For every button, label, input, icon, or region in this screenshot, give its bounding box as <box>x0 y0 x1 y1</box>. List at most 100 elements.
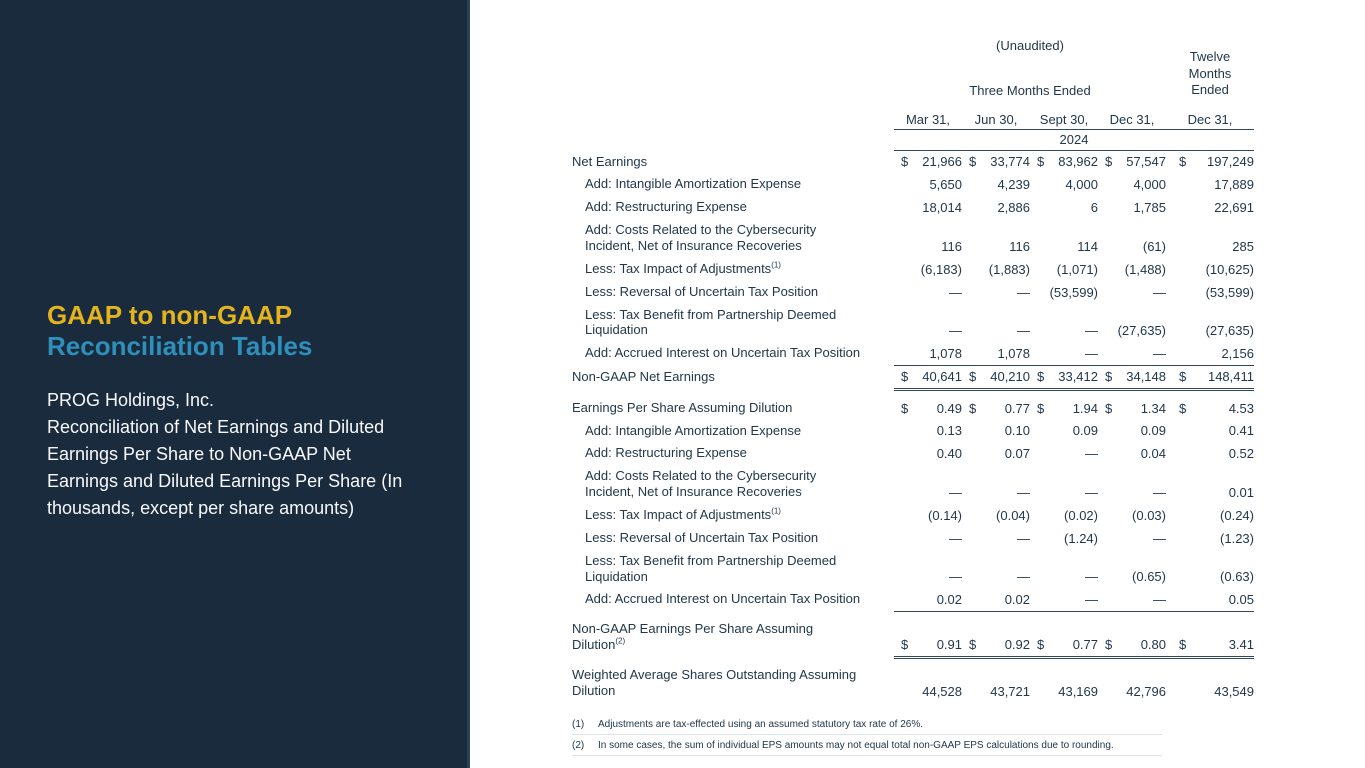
dollar-sign: $ <box>901 400 909 416</box>
header-spacer <box>572 130 894 151</box>
value-cell: — <box>962 281 1030 304</box>
slide-title-line2: Reconciliation Tables <box>47 330 313 361</box>
value-cell: 0.02 <box>962 588 1030 612</box>
value-cell: $4.53 <box>1166 389 1254 420</box>
cell-value: 0.77 <box>1004 400 1030 416</box>
dollar-sign: $ <box>1179 154 1187 170</box>
cell-value: — <box>1085 446 1098 462</box>
cell-value: (6,183) <box>920 261 962 277</box>
cell-value: 1,785 <box>1133 200 1166 216</box>
dollar-sign: $ <box>901 636 909 652</box>
cell-value: 43,169 <box>1058 683 1098 699</box>
dollar-sign: $ <box>969 154 977 170</box>
cell-value: 57,547 <box>1126 154 1166 170</box>
cell-value: — <box>1017 284 1030 300</box>
cell-value: (0.65) <box>1132 569 1166 585</box>
value-cell: $0.77 <box>1030 611 1098 659</box>
value-cell: 116 <box>894 219 962 258</box>
dollar-sign: $ <box>1105 368 1113 384</box>
value-cell: — <box>1030 442 1098 465</box>
cell-value: (1,071) <box>1056 261 1098 277</box>
value-cell: (0.65) <box>1098 550 1166 589</box>
cell-value: 4,000 <box>1065 177 1098 193</box>
value-cell: — <box>894 465 962 504</box>
slide-title-line1: GAAP to non-GAAP <box>47 300 293 330</box>
value-cell: (1,883) <box>962 258 1030 281</box>
value-cell: (61) <box>1098 219 1166 258</box>
value-cell: 1,078 <box>894 342 962 366</box>
value-cell: $34,148 <box>1098 365 1166 391</box>
table-row: Add: Restructuring Expense 0.40 0.07 — 0.04 0… <box>572 442 1254 465</box>
row-label: Non-GAAP Earnings Per Share Assuming Dil… <box>572 621 814 653</box>
year-header: 2024 <box>894 129 1254 151</box>
table-row: Add: Costs Related to the Cybersecurity … <box>572 465 1254 504</box>
column-header-dec-ttm: Dec 31, <box>1166 100 1254 130</box>
cell-value: (1.24) <box>1064 530 1098 546</box>
footnote-text: In some cases, the sum of individual EPS… <box>598 739 1114 751</box>
value-cell: $1.34 <box>1098 389 1166 420</box>
value-cell: 2,886 <box>962 196 1030 219</box>
value-cell: 0.40 <box>894 442 962 465</box>
dollar-sign: $ <box>1105 154 1113 170</box>
table-row: Add: Accrued Interest on Uncertain Tax P… <box>572 342 1254 366</box>
value-cell: $0.92 <box>962 611 1030 659</box>
cell-value: 17,889 <box>1214 177 1254 193</box>
dollar-sign: $ <box>969 400 977 416</box>
value-cell: — <box>894 527 962 550</box>
dollar-sign: $ <box>1179 368 1187 384</box>
value-cell: 42,796 <box>1098 657 1166 703</box>
table-row: Add: Intangible Amortization Expense 5,65… <box>572 173 1254 196</box>
table-row: Less: Reversal of Uncertain Tax Position… <box>572 281 1254 304</box>
header-spacer <box>572 100 894 130</box>
cell-value: 0.41 <box>1228 423 1254 439</box>
row-label: Add: Accrued Interest on Uncertain Tax P… <box>585 591 861 607</box>
cell-value: (1,488) <box>1124 261 1166 277</box>
value-cell: $3.41 <box>1166 611 1254 659</box>
dollar-sign: $ <box>901 368 909 384</box>
cell-value: 0.92 <box>1004 636 1030 652</box>
value-cell: 2,156 <box>1166 342 1254 366</box>
cell-value: (0.24) <box>1220 507 1254 523</box>
value-cell: (53,599) <box>1030 281 1098 304</box>
reconciliation-table: (Unaudited) Twelve Months Ended Three Mo… <box>572 36 1254 703</box>
cell-value: 0.05 <box>1228 591 1254 607</box>
table-row: Add: Accrued Interest on Uncertain Tax P… <box>572 588 1254 612</box>
value-cell: 0.01 <box>1166 465 1254 504</box>
row-label: Add: Accrued Interest on Uncertain Tax P… <box>585 345 861 361</box>
cell-value: 0.02 <box>1004 591 1030 607</box>
value-cell: 0.07 <box>962 442 1030 465</box>
table-row: Less: Tax Benefit from Partnership Deeme… <box>572 550 1254 589</box>
dollar-sign: $ <box>1179 400 1187 416</box>
value-cell: — <box>1030 304 1098 343</box>
cell-value: 83,962 <box>1058 154 1098 170</box>
cell-value: 21,966 <box>922 154 962 170</box>
value-cell: 0.05 <box>1166 588 1254 612</box>
value-cell: (0.04) <box>962 504 1030 527</box>
value-cell: (27,635) <box>1166 304 1254 343</box>
value-cell: 0.13 <box>894 420 962 443</box>
cell-value: — <box>1017 569 1030 585</box>
column-header-jun: Jun 30, <box>962 100 1030 130</box>
header-spacer <box>572 77 894 100</box>
value-cell: 4,000 <box>1030 173 1098 196</box>
cell-value: — <box>1085 485 1098 501</box>
row-label: Add: Restructuring Expense <box>585 199 747 215</box>
subtitle-description: Reconciliation of Net Earnings and Dilut… <box>47 417 403 519</box>
table-row: Non-GAAP Net Earnings $40,641 $40,210 $33,4… <box>572 365 1254 391</box>
cell-value: (1.23) <box>1220 530 1254 546</box>
dollar-sign: $ <box>1037 154 1045 170</box>
value-cell: 5,650 <box>894 173 962 196</box>
value-cell: — <box>1098 281 1166 304</box>
cell-value: 6 <box>1090 200 1098 216</box>
footnote-marker: (2) <box>572 739 585 751</box>
value-cell: 114 <box>1030 219 1098 258</box>
value-cell: (0.03) <box>1098 504 1166 527</box>
cell-value: 1,078 <box>929 345 962 361</box>
cell-value: — <box>1017 530 1030 546</box>
footnotes: (1) Adjustments are tax-effected using a… <box>572 719 1162 756</box>
cell-value: 116 <box>941 238 962 254</box>
footnote-reference: (1) <box>771 260 781 270</box>
cell-value: 0.09 <box>1140 423 1166 439</box>
cell-value: 42,796 <box>1126 683 1166 699</box>
